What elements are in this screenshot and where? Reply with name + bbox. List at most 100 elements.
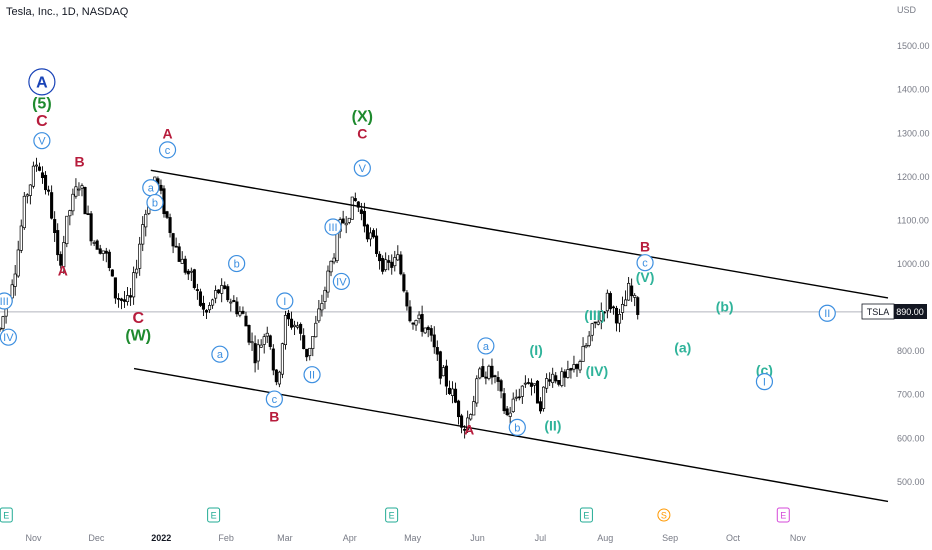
candle-body [101,250,105,254]
wave-label: (X) [352,109,373,126]
wave-label: V [33,132,51,150]
candle-body [484,376,488,379]
candle-body [244,315,248,327]
wave-label: I [755,373,774,391]
wave-label-text: c [165,145,171,157]
wave-label-text: I [763,377,766,389]
candle-body [183,258,187,273]
wave-label-text: A [464,422,474,438]
candle-body [250,341,254,344]
candle-body [441,367,445,377]
wave-label-circle [332,272,350,291]
currency-label: USD [897,5,917,15]
x-tick-label: Jul [535,533,547,543]
wave-label: a [211,345,229,363]
wave-label-circle [28,68,56,96]
wave-label-text: B [75,154,85,170]
candle-body [633,295,637,298]
candle-body [551,373,555,384]
candle-body [256,344,260,362]
candle-body [575,364,579,369]
candle-body [350,196,354,220]
wave-label-text: A [162,125,172,141]
wave-label: A [58,263,68,279]
candle-body [305,348,309,358]
candle-body [514,396,518,399]
candle-body [59,254,63,266]
candle-body [387,260,391,263]
candle-body [472,401,476,416]
x-tick-label: Nov [790,533,807,543]
wave-label-text: V [359,163,367,175]
wave-label: B [640,239,650,255]
candle-body [614,307,619,324]
wave-label: III [0,292,13,310]
wave-label: b [228,254,246,273]
candle-body [22,195,26,229]
event-marker-letter: E [211,511,217,521]
candle-body [317,308,321,322]
wave-label-circle [508,418,526,436]
candle-body [405,292,409,307]
candle-body [195,289,199,291]
y-tick-label: 1300.00 [897,128,930,138]
wave-label: (5) [32,96,52,113]
candle-body [320,303,324,311]
candle-body [16,249,20,277]
wave-label: A [464,422,474,438]
wave-label-circle [477,337,495,355]
candle-body [314,322,318,338]
event-marker-box [0,507,13,523]
candle-body [399,254,403,275]
candle-body [28,184,32,196]
candle-body [201,302,206,310]
candle-body [569,368,573,371]
candle-body [186,270,190,275]
event-marker-letter: E [3,511,9,521]
candle-body [274,369,278,383]
price-axis: 500.00600.00700.00800.00900.001000.00110… [897,41,930,487]
candle-body [475,378,479,404]
wave-label-circle [755,373,774,391]
wave-label-circle [0,292,13,310]
candle-body [344,222,348,226]
wave-label-text: b [234,259,240,271]
candle-body [144,213,148,228]
candle-body [630,285,634,297]
event-marker-box [207,507,221,523]
candle-body [113,277,117,299]
candle-body [19,225,23,251]
candle-body [40,172,45,179]
candle-body [375,235,379,254]
price-tag-symbol: TSLA [867,307,890,317]
candle-body [502,393,506,412]
candle-body [299,324,303,334]
candle-body [481,366,485,377]
wave-label-circle [636,254,654,272]
candle-body [68,210,72,217]
candle-body [444,365,448,387]
candle-body [381,258,385,272]
candle-body [129,295,133,298]
candle-body [414,320,418,326]
wave-label-text: A [36,75,48,92]
candle-body [168,217,172,233]
wave-label-circle [303,366,321,384]
event-marker-box [579,507,593,523]
candle-body [50,192,54,219]
event-marker-box [385,507,399,523]
candle-body [408,306,412,322]
candle-body [135,268,139,274]
candle-body [627,282,631,301]
candle-body [368,232,373,240]
candle-body [125,295,130,303]
candle-body [384,259,388,271]
candle-body [517,396,521,399]
candle-body [13,273,17,287]
x-tick-label: Nov [26,533,43,543]
candle-body [529,382,533,387]
candle-body [593,321,597,324]
candle-body [566,369,570,378]
candle-body [211,299,215,306]
